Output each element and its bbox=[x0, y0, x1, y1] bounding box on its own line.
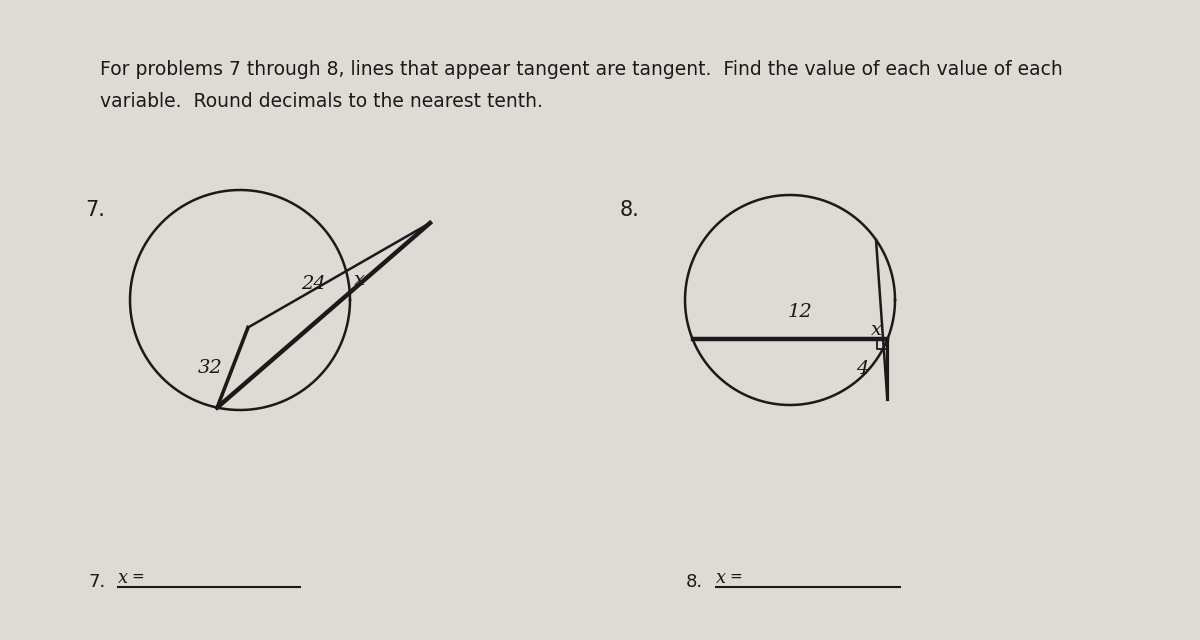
Text: 4: 4 bbox=[856, 360, 869, 378]
Text: =: = bbox=[730, 568, 742, 584]
Text: x: x bbox=[871, 321, 882, 339]
Text: 7.: 7. bbox=[88, 573, 106, 591]
Text: x: x bbox=[716, 569, 726, 587]
Text: x: x bbox=[118, 569, 128, 587]
Text: 8.: 8. bbox=[686, 573, 703, 591]
Text: 7.: 7. bbox=[85, 200, 104, 220]
Text: 32: 32 bbox=[198, 358, 223, 376]
Text: 24: 24 bbox=[301, 275, 326, 293]
Text: For problems 7 through 8, lines that appear tangent are tangent.  Find the value: For problems 7 through 8, lines that app… bbox=[100, 60, 1063, 79]
Text: =: = bbox=[131, 568, 144, 584]
Text: 8.: 8. bbox=[620, 200, 640, 220]
Text: x: x bbox=[354, 271, 365, 289]
Text: variable.  Round decimals to the nearest tenth.: variable. Round decimals to the nearest … bbox=[100, 92, 542, 111]
Text: 12: 12 bbox=[787, 303, 812, 321]
